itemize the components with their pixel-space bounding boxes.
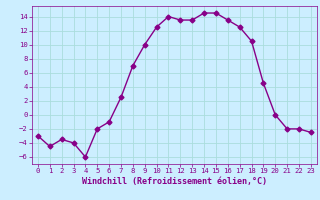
X-axis label: Windchill (Refroidissement éolien,°C): Windchill (Refroidissement éolien,°C): [82, 177, 267, 186]
